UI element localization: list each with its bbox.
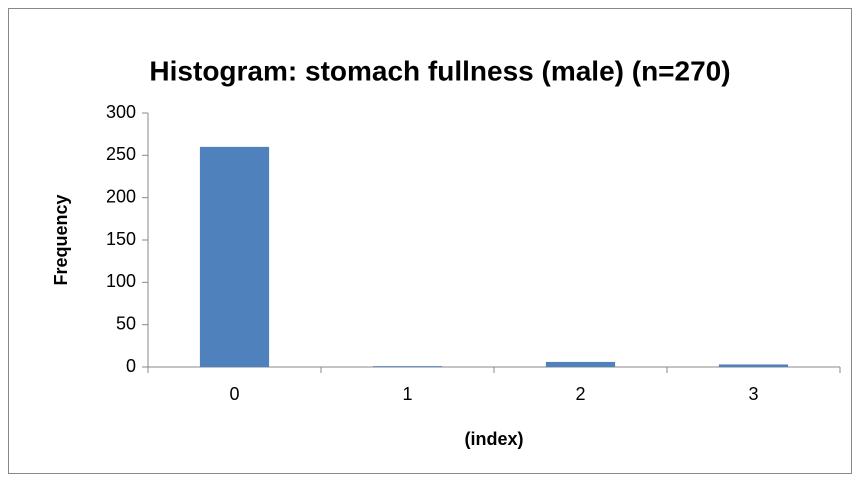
bar <box>718 364 789 367</box>
y-tick-label: 0 <box>126 356 136 376</box>
y-axis-label: Frequency <box>51 194 71 285</box>
bar <box>372 366 443 367</box>
x-tick-label: 3 <box>748 384 758 404</box>
x-axis-label: (index) <box>464 429 523 449</box>
y-tick-label: 100 <box>106 271 136 291</box>
bar <box>545 361 616 367</box>
y-tick-label: 250 <box>106 144 136 164</box>
y-tick-label: 150 <box>106 229 136 249</box>
bar <box>199 146 270 367</box>
y-tick-label: 50 <box>116 313 136 333</box>
x-tick-label: 2 <box>575 384 585 404</box>
chart-frame <box>8 8 852 474</box>
y-tick-label: 300 <box>106 102 136 122</box>
y-tick-label: 200 <box>106 186 136 206</box>
x-tick-label: 0 <box>229 384 239 404</box>
chart-title: Histogram: stomach fullness (male) (n=27… <box>149 55 730 86</box>
x-tick-label: 1 <box>402 384 412 404</box>
